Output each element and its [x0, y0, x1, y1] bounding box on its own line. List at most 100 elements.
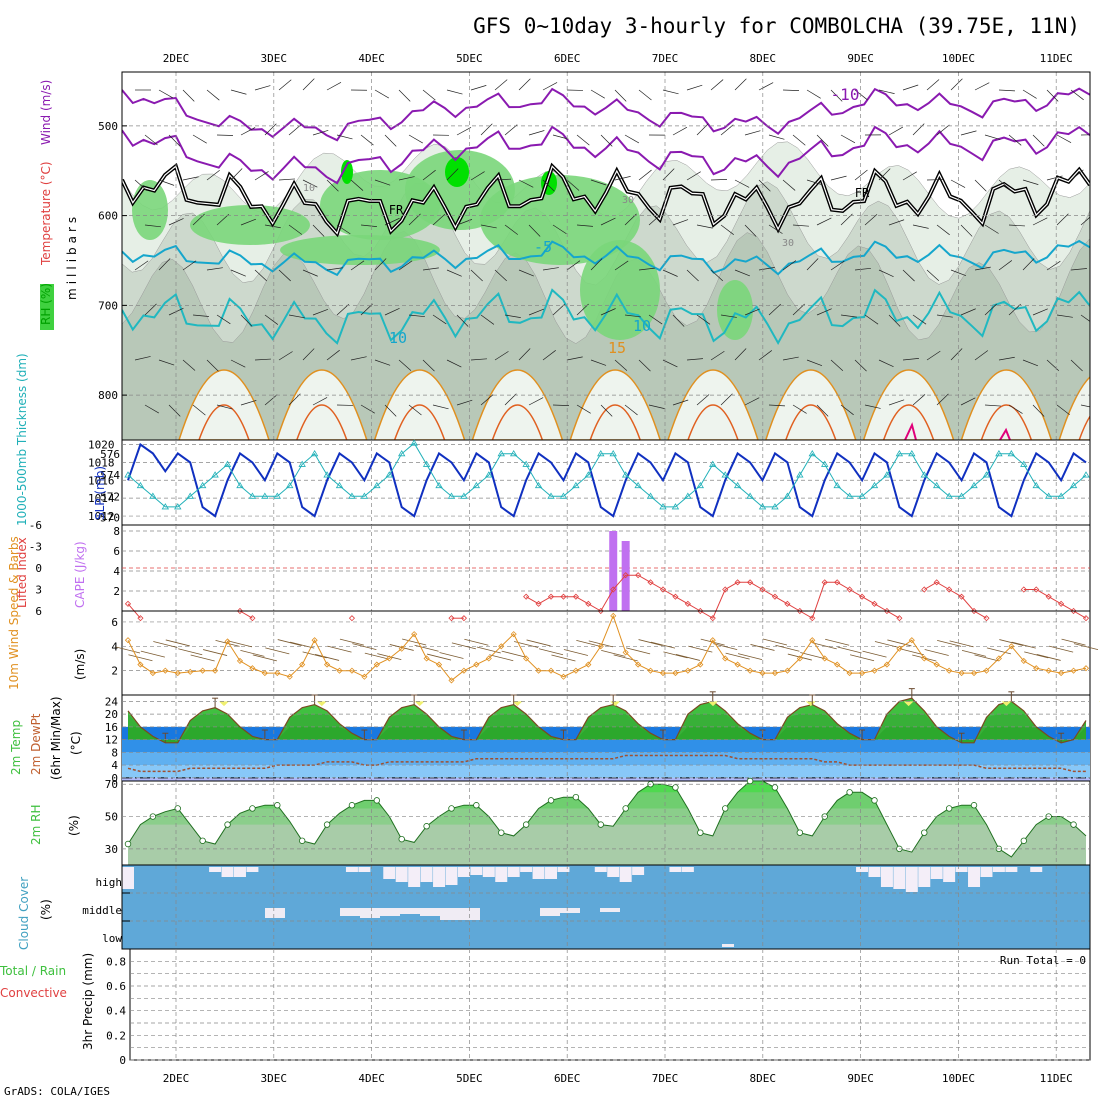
lifted-index-point [871, 600, 878, 607]
wind10-point [933, 661, 940, 668]
thickness-point [348, 492, 356, 499]
x-tick-bottom: 11DEC [1040, 1072, 1073, 1085]
wind-barb [984, 134, 1001, 140]
x-tick-bottom: 8DEC [750, 1072, 777, 1085]
wind10-point [547, 667, 555, 674]
thickness-tick-label: 570 [100, 512, 120, 525]
wind10-point [697, 661, 704, 668]
wind10-point [647, 667, 654, 674]
wind10-barb [663, 651, 688, 659]
wind10-barb [874, 641, 900, 648]
rh-point [921, 829, 928, 836]
cloud-high-bar [233, 867, 246, 877]
cloud-middle-bar [340, 908, 360, 916]
wind-barb [600, 134, 613, 147]
wind-barb [240, 314, 253, 327]
wind-barb [408, 314, 425, 318]
wind10-barb [775, 644, 800, 652]
wind10-barb [563, 649, 588, 656]
wind-barb [446, 168, 459, 181]
rh-point [970, 802, 978, 809]
wind-barb [974, 266, 991, 271]
rh-high-region [132, 180, 168, 240]
wind-barb [254, 269, 267, 282]
wind-barb [936, 393, 949, 406]
wind10-point [274, 670, 281, 677]
thickness-point [758, 503, 767, 510]
wind-barb [278, 178, 295, 181]
wind-barb [216, 314, 231, 325]
wind-barb [600, 404, 613, 417]
x-tick-bottom: 2DEC [163, 1072, 190, 1085]
temp-unit: (°C) [69, 731, 83, 755]
rh-high-region [480, 175, 640, 265]
wind-barb [360, 404, 375, 414]
wind-barb [254, 171, 269, 181]
wind-barb [384, 404, 397, 417]
wind-barb [720, 124, 734, 136]
thickness-point [485, 471, 493, 478]
thickness-point [509, 450, 518, 457]
wind-barb [816, 217, 832, 226]
wind-barb [854, 359, 867, 372]
wind10-point [336, 667, 343, 674]
rh-peak-region [341, 160, 353, 184]
wind-barb [1008, 404, 1023, 414]
x-axis-bottom: 2DEC 3DEC 4DEC 5DEC 6DEC 7DEC 8DEC 9DEC 10DEC 11D… [163, 1072, 1073, 1085]
lifted-index-point [585, 600, 592, 607]
wind10-barb [489, 654, 514, 662]
rh-high-region [580, 240, 660, 340]
lifted-index-label: Lifted Index [15, 537, 29, 608]
wind-barb [624, 314, 641, 318]
wind10-barb [377, 653, 402, 661]
thickness-point [1082, 471, 1090, 478]
rh-point [1070, 821, 1077, 828]
wind10-barb [961, 649, 987, 657]
y-tick-label: 700 [98, 299, 118, 312]
lifted-index-point [983, 615, 990, 622]
wind10-point [747, 667, 754, 674]
wind10-barb [787, 653, 812, 661]
cape-tick-label: 6 [113, 545, 120, 558]
rh-point [572, 793, 580, 801]
wind-barb [686, 358, 703, 361]
wind-barb [816, 404, 829, 417]
x-tick-top: 2DEC [163, 52, 190, 65]
thickness-point [534, 481, 543, 489]
wind10-point [809, 637, 816, 644]
li-tick-label: -6 [29, 519, 42, 532]
warm-layer-inner [1078, 415, 1090, 440]
wind-barb [158, 359, 175, 366]
wind-barb [590, 258, 603, 271]
x-tick-top: 3DEC [261, 52, 288, 65]
wind10-barb [937, 639, 962, 647]
wind-barb [672, 399, 689, 406]
temp-max-highlight [903, 701, 914, 707]
rh-point [697, 829, 704, 836]
wind-barb [672, 314, 685, 327]
cloud-high-bar [395, 867, 408, 882]
wind-barb [1056, 314, 1073, 318]
upper-air-plot [122, 72, 1090, 440]
wind10-barb [1011, 641, 1036, 649]
rh-point [945, 805, 953, 812]
wind10-barb [501, 650, 526, 658]
wind-barb [888, 399, 905, 406]
precip-tick-label: 0.8 [106, 955, 126, 968]
wind10-point [162, 667, 169, 674]
wind-barb [576, 134, 590, 146]
wind-barb [782, 89, 800, 91]
cape-tick-label: 2 [113, 585, 120, 598]
wind10-point [821, 655, 828, 662]
cloud-high-bar [943, 867, 956, 882]
rh-point [174, 805, 181, 812]
wind-barb [912, 394, 926, 406]
wind-barb [1080, 216, 1090, 226]
cloud-high-bar [980, 867, 993, 877]
wind-barb [398, 260, 413, 271]
x-axis-top: 2DEC 3DEC 4DEC 5DEC 6DEC 7DEC 8DEC 9DEC 10DEC 11D… [163, 52, 1073, 65]
wind10-point [896, 645, 903, 652]
wind-barb [240, 127, 256, 136]
wind-barb [206, 89, 220, 101]
slp-tick-label: 1018 [88, 456, 115, 469]
